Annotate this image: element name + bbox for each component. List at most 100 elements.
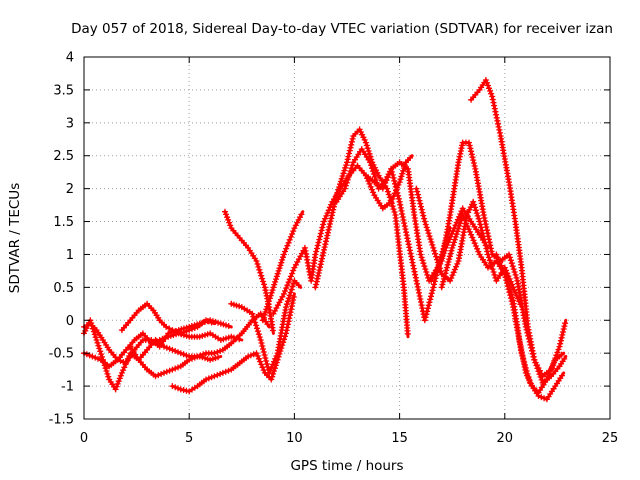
data-point xyxy=(486,257,493,264)
data-point xyxy=(225,367,232,374)
data-point xyxy=(269,327,276,334)
data-point xyxy=(551,359,558,366)
data-point xyxy=(464,223,471,230)
data-point xyxy=(403,232,410,239)
data-point xyxy=(199,332,206,339)
data-point xyxy=(215,354,222,361)
data-point xyxy=(385,171,392,178)
data-point xyxy=(454,228,461,235)
data-point xyxy=(511,269,518,275)
data-point xyxy=(118,369,125,376)
data-point xyxy=(326,204,333,211)
data-point xyxy=(465,226,472,233)
data-point xyxy=(423,269,430,275)
data-point xyxy=(258,340,265,346)
data-point xyxy=(283,304,289,311)
data-point xyxy=(250,351,257,358)
data-point xyxy=(364,145,371,152)
data-point xyxy=(417,251,424,258)
data-point xyxy=(266,369,273,376)
data-point xyxy=(418,206,425,213)
data-point xyxy=(295,282,302,289)
data-point xyxy=(321,244,328,251)
data-point xyxy=(267,292,274,299)
data-point xyxy=(259,364,266,371)
data-point xyxy=(261,352,268,358)
data-point xyxy=(508,260,515,267)
data-point xyxy=(200,351,207,358)
data-point xyxy=(94,339,101,346)
data-point xyxy=(249,310,256,317)
data-point xyxy=(472,243,479,249)
data-point xyxy=(547,368,554,374)
data-point xyxy=(484,230,491,237)
grid xyxy=(84,57,610,419)
data-point xyxy=(391,209,398,215)
data-point xyxy=(483,224,490,231)
data-point xyxy=(385,191,392,198)
data-point xyxy=(290,267,297,274)
data-point xyxy=(474,212,481,219)
data-point xyxy=(116,375,123,382)
data-point xyxy=(117,372,124,379)
data-point xyxy=(451,266,458,273)
data-point xyxy=(557,337,564,344)
data-point xyxy=(152,373,159,380)
data-point xyxy=(498,262,505,269)
data-point xyxy=(253,322,260,329)
data-point xyxy=(561,323,568,330)
data-point xyxy=(250,313,257,320)
data-point xyxy=(420,260,427,267)
data-point xyxy=(258,272,265,279)
data-point xyxy=(545,373,552,380)
data-point xyxy=(459,212,466,218)
data-point xyxy=(326,223,333,230)
data-point xyxy=(422,314,429,321)
data-point xyxy=(507,278,514,285)
data-point xyxy=(471,163,478,169)
data-point xyxy=(369,165,375,172)
data-point xyxy=(89,353,96,360)
data-point xyxy=(395,195,402,202)
data-point xyxy=(462,217,469,224)
data-point xyxy=(416,289,422,296)
data-point xyxy=(470,237,477,244)
data-point xyxy=(367,159,374,166)
data-point xyxy=(290,280,297,287)
data-point xyxy=(485,236,492,243)
data-point xyxy=(97,348,104,355)
data-point xyxy=(488,248,495,255)
data-point xyxy=(507,288,514,295)
data-point xyxy=(254,328,261,335)
data-point xyxy=(485,254,492,261)
data-point xyxy=(470,160,477,166)
data-point xyxy=(256,334,263,341)
data-point xyxy=(421,218,428,225)
data-point xyxy=(259,317,266,324)
data-point xyxy=(283,301,290,308)
data-point xyxy=(166,345,173,352)
series-sat-d xyxy=(118,300,216,337)
data-point xyxy=(466,139,472,146)
data-point xyxy=(453,263,460,270)
data-point xyxy=(443,264,450,271)
data-point xyxy=(412,271,419,278)
data-point xyxy=(349,162,356,169)
data-point xyxy=(430,284,437,291)
data-point xyxy=(254,261,261,267)
data-point xyxy=(163,323,170,330)
data-point xyxy=(357,129,364,135)
data-point xyxy=(340,170,347,177)
data-point xyxy=(172,384,179,391)
data-point xyxy=(180,351,187,358)
data-point xyxy=(427,296,434,303)
data-point xyxy=(342,182,349,189)
data-point xyxy=(312,251,319,258)
data-point xyxy=(287,233,294,240)
data-point xyxy=(398,207,405,214)
data-point xyxy=(288,286,295,293)
data-point xyxy=(434,256,440,263)
data-point xyxy=(554,349,561,356)
data-point xyxy=(489,96,496,103)
data-point xyxy=(280,290,287,297)
